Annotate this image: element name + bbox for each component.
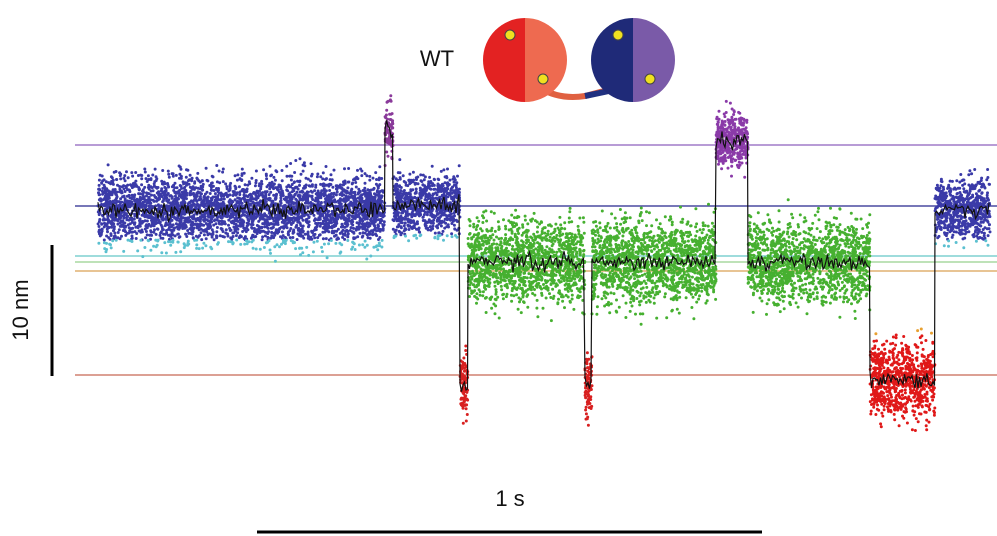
trace-dots — [466, 206, 587, 323]
domain — [591, 18, 633, 102]
trace-dots — [868, 333, 937, 432]
schematic: WT — [420, 18, 675, 102]
trace-dots — [714, 99, 750, 179]
trace-dots — [96, 157, 387, 242]
trace-dots — [458, 344, 470, 425]
dye — [537, 73, 549, 85]
trace-dots — [874, 327, 933, 336]
trace-dots — [590, 202, 718, 326]
trace-dots — [97, 238, 384, 263]
trace-dots — [933, 168, 992, 241]
domain — [483, 18, 525, 102]
dye — [504, 29, 516, 41]
trace-dots — [391, 158, 462, 237]
domain — [633, 18, 675, 102]
traces — [96, 94, 992, 432]
scale-label-y: 10 nm — [8, 279, 33, 340]
dye — [612, 29, 624, 41]
scale-label-x: 1 s — [495, 486, 524, 511]
trace-dots — [934, 239, 990, 250]
construct-label: WT — [420, 46, 454, 71]
dye — [644, 73, 656, 85]
trace-dots — [746, 198, 872, 320]
trace-dots — [583, 351, 594, 427]
trace-dots — [383, 94, 395, 167]
trace-dots — [392, 233, 459, 243]
mean-trace — [97, 120, 990, 392]
domain — [525, 18, 567, 102]
